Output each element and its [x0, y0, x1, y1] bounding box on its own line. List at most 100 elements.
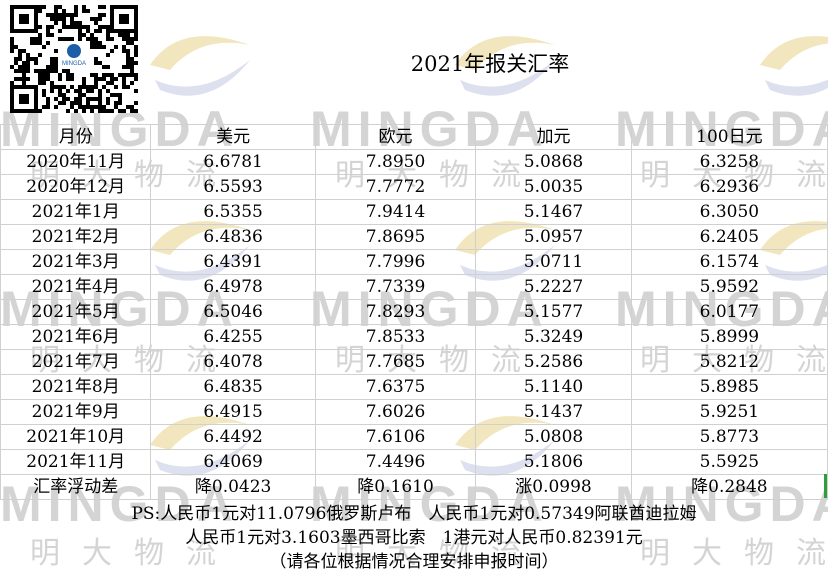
rate-cell: 5.0711: [475, 249, 632, 275]
rate-cell: 涨0.0998: [475, 474, 632, 500]
table-row: 2021年8月 6.4835 7.6375 5.1140 5.8985: [0, 374, 828, 400]
row-label-cell: 2021年6月: [0, 324, 152, 350]
qr-code: MINGDA: [10, 5, 138, 113]
table-row: 2021年3月 6.4391 7.7996 5.0711 6.1574: [0, 249, 828, 275]
table-row: 2021年1月 6.5355 7.9414 5.1467 6.3050: [0, 199, 828, 225]
rate-cell: 6.6781: [150, 149, 316, 175]
watermark-cn: 明大物流: [30, 537, 238, 570]
rate-cell: 6.4835: [150, 374, 316, 400]
row-label-cell: 汇率浮动差: [0, 474, 152, 500]
rate-cell: 6.4069: [150, 449, 316, 475]
rate-cell: 7.4496: [314, 449, 477, 475]
rate-cell: 5.5925: [630, 449, 828, 475]
rate-cell: 7.7339: [314, 274, 477, 300]
rate-cell: 5.8773: [630, 424, 828, 450]
rate-cell: 6.4915: [150, 399, 316, 425]
row-label-cell: 2021年7月: [0, 349, 152, 375]
row-label-cell: 2021年11月: [0, 449, 152, 475]
rate-cell: 5.8985: [630, 374, 828, 400]
notes: PS:人民币1元对11.0796俄罗斯卢布 人民币1元对0.57349阿联酋迪拉…: [0, 502, 828, 574]
rate-cell: 5.0957: [475, 224, 632, 250]
watermark-logo-icon: [150, 36, 250, 96]
table-row: 2021年10月 6.4492 7.6106 5.0808 5.8773: [0, 424, 828, 450]
table-row: 2021年6月 6.4255 7.8533 5.3249 5.8999: [0, 324, 828, 350]
note-line-1: PS:人民币1元对11.0796俄罗斯卢布 人民币1元对0.57349阿联酋迪拉…: [131, 504, 697, 524]
rate-cell: 5.9592: [630, 274, 828, 300]
rate-cell: 加元: [475, 124, 632, 150]
table-row: 2021年4月 6.4978 7.7339 5.2227 5.9592: [0, 274, 828, 300]
table-row: 2021年5月 6.5046 7.8293 5.1577 6.0177: [0, 299, 828, 325]
rate-cell: 6.4255: [150, 324, 316, 350]
row-label-cell: 2021年10月: [0, 424, 152, 450]
rate-cell: 6.4391: [150, 249, 316, 275]
rate-cell: 6.5593: [150, 174, 316, 200]
rate-cell: 100日元: [630, 124, 828, 150]
rate-cell: 降0.1610: [314, 474, 477, 500]
page-title: 2021年报关汇率: [410, 52, 570, 76]
rate-cell: 5.1577: [475, 299, 632, 325]
rate-cell: 5.2586: [475, 349, 632, 375]
row-label-cell: 2021年1月: [0, 199, 152, 225]
note-line-3: （请各位根据情况合理安排申报时间）: [269, 552, 559, 572]
row-label-cell: 2021年5月: [0, 299, 152, 325]
diff-row: 汇率浮动差 降0.0423 降0.1610 涨0.0998 降0.2848: [0, 474, 828, 500]
rate-cell: 5.8212: [630, 349, 828, 375]
rate-cell: 5.8999: [630, 324, 828, 350]
watermark-logo-icon: [455, 36, 555, 96]
rate-cell: 7.9414: [314, 199, 477, 225]
rate-cell: 7.7685: [314, 349, 477, 375]
header-row: 月份 美元 欧元 加元 100日元: [0, 124, 828, 150]
rate-cell: 5.0808: [475, 424, 632, 450]
rate-cell: 6.5355: [150, 199, 316, 225]
rate-cell: 7.8293: [314, 299, 477, 325]
rate-cell: 7.7996: [314, 249, 477, 275]
rate-cell: 5.2227: [475, 274, 632, 300]
row-label-cell: 2021年8月: [0, 374, 152, 400]
table-row: 2021年7月 6.4078 7.7685 5.2586 5.8212: [0, 349, 828, 375]
rate-cell: 5.0868: [475, 149, 632, 175]
rate-cell: 5.1437: [475, 399, 632, 425]
rate-cell: 6.4492: [150, 424, 316, 450]
watermark-logo-icon: [760, 36, 828, 96]
rate-cell: 5.1806: [475, 449, 632, 475]
row-label-cell: 2021年9月: [0, 399, 152, 425]
rate-cell: 7.7772: [314, 174, 477, 200]
rate-cell: 欧元: [314, 124, 477, 150]
note-line-2: 人民币1元对3.1603墨西哥比索 1港元对人民币0.82391元: [185, 528, 643, 548]
row-label-cell: 2021年4月: [0, 274, 152, 300]
table-row: 2021年11月 6.4069 7.4496 5.1806 5.5925: [0, 449, 828, 475]
row-label-cell: 月份: [0, 124, 152, 150]
rate-cell: 5.3249: [475, 324, 632, 350]
table-row: 2020年11月 6.6781 7.8950 5.0868 6.3258: [0, 149, 828, 175]
rate-cell: 5.9251: [630, 399, 828, 425]
rate-cell: 6.5046: [150, 299, 316, 325]
table-row: 2021年2月 6.4836 7.8695 5.0957 6.2405: [0, 224, 828, 250]
row-label-cell: 2021年2月: [0, 224, 152, 250]
rate-cell: 6.0177: [630, 299, 828, 325]
rate-cell: 6.2936: [630, 174, 828, 200]
watermark-cn: 明大物流: [335, 537, 543, 570]
rate-cell: 5.1467: [475, 199, 632, 225]
row-label-cell: 2021年3月: [0, 249, 152, 275]
table-row: 2021年9月 6.4915 7.6026 5.1437 5.9251: [0, 399, 828, 425]
rate-cell: 6.4978: [150, 274, 316, 300]
rate-cell: 降0.2848: [630, 474, 828, 500]
rate-cell: 7.8533: [314, 324, 477, 350]
rate-cell: 6.4078: [150, 349, 316, 375]
rate-cell: 6.3258: [630, 149, 828, 175]
rate-cell: 6.1574: [630, 249, 828, 275]
cell-selection-marker: [824, 474, 827, 498]
exchange-rate-table: 月份 美元 欧元 加元 100日元 2020年11月 6.6781 7.8950 5.0868 6…: [0, 124, 828, 500]
rate-cell: 6.2405: [630, 224, 828, 250]
rate-cell: 6.3050: [630, 199, 828, 225]
svg-text:MINGDA: MINGDA: [62, 61, 86, 67]
rate-cell: 美元: [150, 124, 316, 150]
rate-cell: 6.4836: [150, 224, 316, 250]
table-row: 2020年12月 6.5593 7.7772 5.0035 6.2936: [0, 174, 828, 200]
rate-cell: 5.0035: [475, 174, 632, 200]
rate-cell: 7.6375: [314, 374, 477, 400]
rate-cell: 降0.0423: [150, 474, 316, 500]
row-label-cell: 2020年11月: [0, 149, 152, 175]
rate-cell: 7.6026: [314, 399, 477, 425]
rate-cell: 7.6106: [314, 424, 477, 450]
